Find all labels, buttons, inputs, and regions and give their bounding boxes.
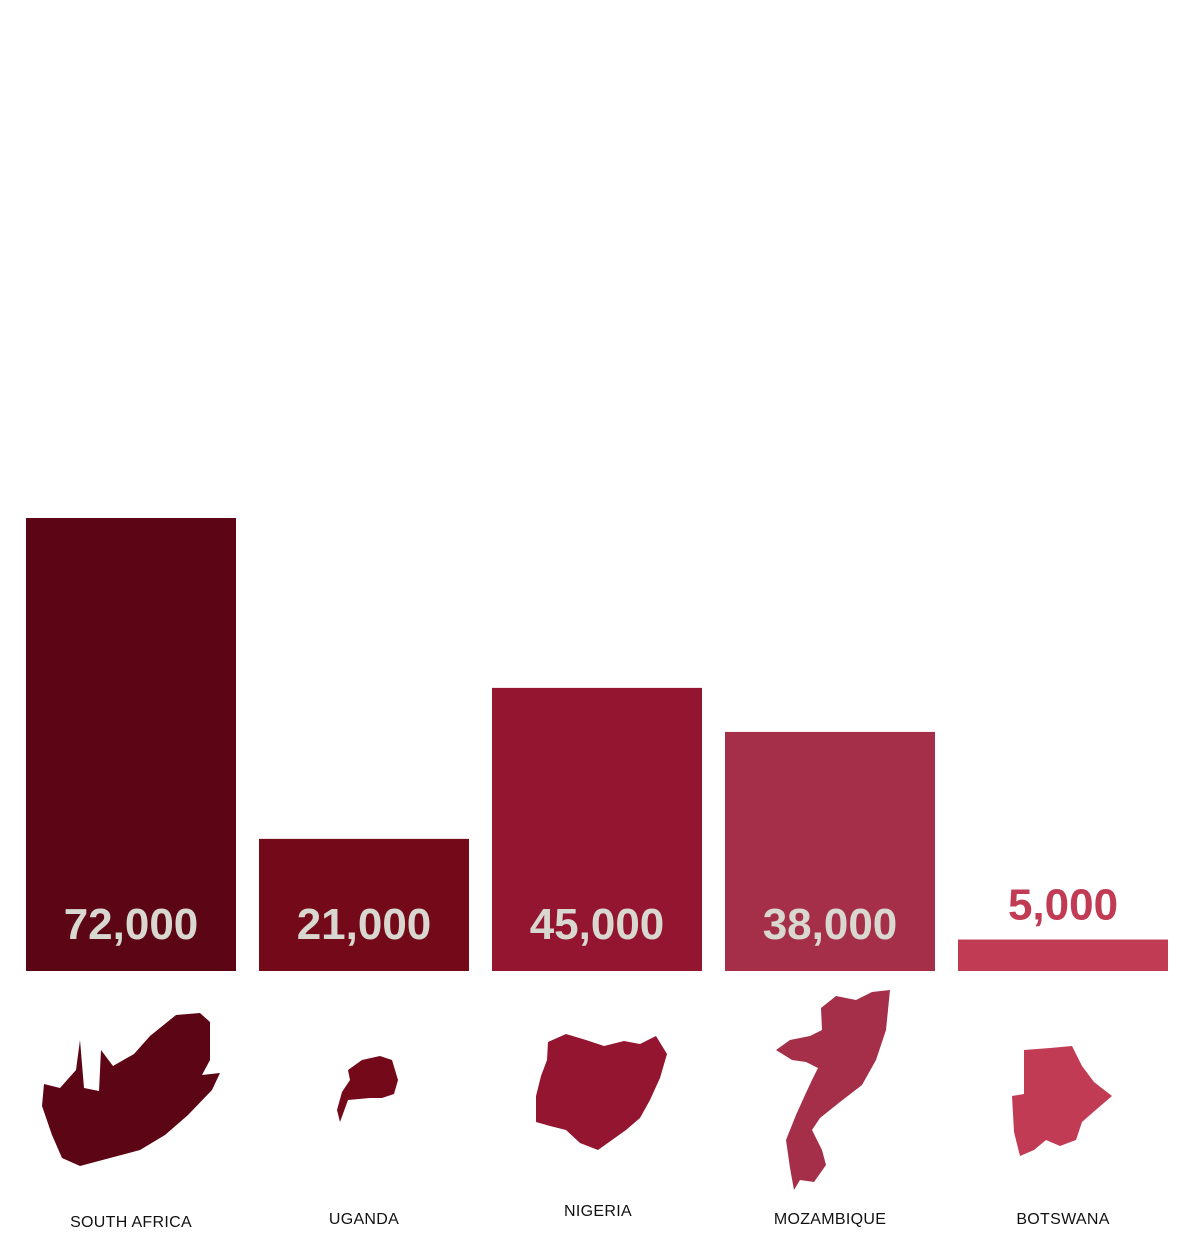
mozambique-map-icon	[776, 990, 890, 1190]
country-maps-group	[42, 990, 1112, 1190]
value-label-south-africa: 72,000	[64, 900, 199, 949]
country-label-uganda: UGANDA	[329, 1211, 399, 1228]
value-labels-group: 72,000 21,000 45,000 38,000 5,000	[64, 881, 1118, 949]
value-label-uganda: 21,000	[297, 900, 432, 949]
country-label-mozambique: MOZAMBIQUE	[774, 1211, 886, 1228]
value-label-mozambique: 38,000	[763, 900, 898, 949]
value-label-botswana: 5,000	[1008, 881, 1118, 930]
bar-nigeria	[492, 687, 702, 971]
bar-botswana	[958, 939, 1168, 971]
value-label-nigeria: 45,000	[530, 900, 665, 949]
bars-group	[26, 518, 1168, 971]
botswana-map-icon	[1012, 1046, 1112, 1156]
bar-mozambique	[725, 731, 935, 971]
bar-south-africa	[26, 518, 236, 971]
bar-uganda	[259, 838, 469, 971]
uganda-map-icon	[337, 1056, 398, 1122]
south-africa-map-icon	[42, 1013, 220, 1166]
nigeria-map-icon	[536, 1034, 667, 1150]
country-label-south-africa: SOUTH AFRICA	[70, 1214, 192, 1231]
country-label-botswana: BOTSWANA	[1016, 1211, 1109, 1228]
country-label-nigeria: NIGERIA	[564, 1203, 632, 1220]
country-labels-group: SOUTH AFRICA UGANDA NIGERIA MOZAMBIQUE B…	[70, 1203, 1109, 1231]
